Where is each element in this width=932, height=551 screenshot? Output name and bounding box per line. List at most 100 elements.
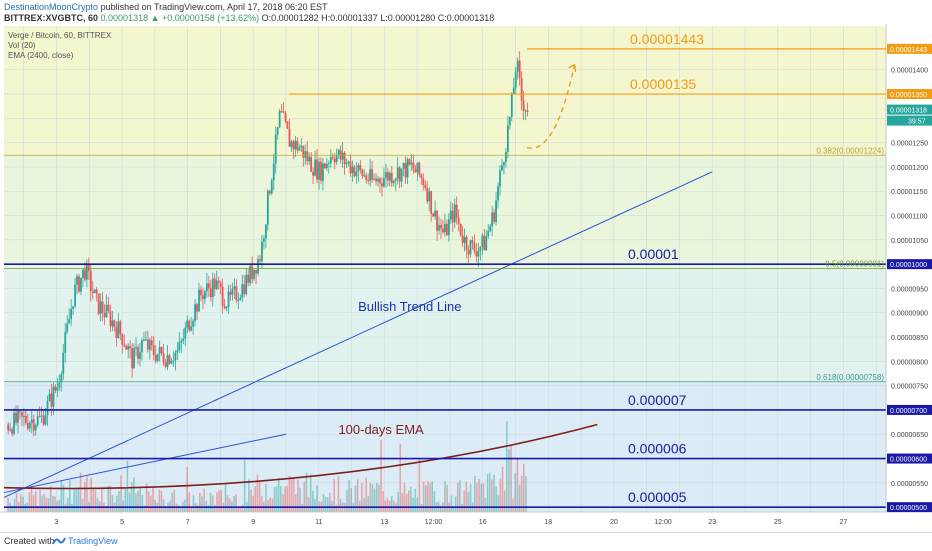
candle [82, 269, 84, 278]
candle [188, 320, 191, 331]
volume-bar [256, 474, 259, 512]
candle [518, 60, 521, 78]
volume-bar [520, 475, 523, 512]
candle [141, 340, 143, 353]
y-tick-label: 0.00001200 [891, 165, 928, 172]
volume-bar [463, 490, 465, 512]
candle [306, 151, 309, 162]
x-tick-label: 9 [251, 519, 255, 526]
x-tick-label: 16 [479, 519, 487, 526]
candle [170, 361, 173, 364]
volume-bar [399, 443, 402, 512]
volume-bar [32, 495, 35, 512]
candle [121, 333, 124, 345]
candle [111, 320, 114, 327]
y-tick-label: 0.00001050 [891, 238, 928, 245]
candle [444, 223, 446, 233]
candle [154, 355, 157, 361]
candle [510, 94, 513, 117]
candle [264, 224, 267, 239]
candle [296, 140, 299, 151]
candle [178, 342, 181, 351]
volume-bar [196, 504, 199, 512]
volume-bar [271, 498, 274, 512]
volume-bar [241, 504, 244, 512]
y-tick-label: 0.00001150 [891, 189, 928, 196]
volume-bar [410, 487, 412, 512]
level-label: 0.00001443 [630, 31, 704, 47]
candle [312, 171, 315, 176]
candle [404, 163, 407, 178]
volume-bar [307, 496, 310, 512]
chart-area[interactable]: 0.00001443 0.0000135 0.00001 0.000007 0.0000… [0, 24, 932, 532]
candle [148, 340, 151, 350]
candle [408, 159, 411, 165]
candle [276, 127, 279, 135]
candle [23, 415, 25, 417]
volume-bar [220, 489, 223, 512]
candle [416, 162, 419, 173]
volume-bar [467, 491, 470, 512]
volume-bar [361, 482, 363, 512]
volume-bar [224, 484, 227, 512]
candle [135, 347, 137, 349]
y-tick-label: 0.00000950 [891, 286, 928, 293]
candle [235, 286, 238, 301]
volume-bar [92, 489, 95, 512]
fib-zone-1 [4, 155, 886, 269]
price-change: 0.00001318 ▲ +0.00000158 (+13.62%) [100, 13, 260, 23]
candle [475, 251, 478, 257]
candle [388, 172, 391, 181]
price-tag-0000005: 0.00000500 [890, 505, 927, 512]
candle [146, 339, 149, 350]
candle [95, 289, 98, 294]
candle [166, 355, 169, 367]
candle [324, 163, 326, 169]
candle [259, 259, 261, 262]
volume-bar [122, 500, 124, 512]
price-tag-top: 0.00001443 [890, 47, 927, 54]
volume-bar [105, 505, 107, 512]
candle [54, 386, 57, 391]
volume-bar [456, 482, 459, 512]
candle [87, 263, 90, 271]
candle [300, 145, 303, 148]
candle [308, 156, 311, 162]
volume-bar [273, 487, 276, 512]
volume-bar [486, 474, 489, 512]
candle [363, 175, 366, 177]
candle [383, 178, 385, 187]
candle [40, 415, 43, 417]
candle [64, 331, 67, 353]
created-with-text: Created with [4, 536, 55, 546]
volume-bar [173, 490, 176, 512]
candle [26, 422, 29, 429]
candle [377, 178, 379, 182]
tradingview-brand[interactable]: TradingView [68, 536, 118, 546]
volume-bar [282, 494, 284, 512]
candle [406, 159, 409, 178]
candle [70, 308, 73, 319]
candle [127, 346, 130, 350]
candle [263, 238, 265, 242]
candle [506, 125, 509, 152]
candle [152, 345, 155, 356]
candle [304, 151, 307, 158]
volume-bar [24, 504, 26, 512]
price-tag-support-bg [887, 259, 932, 270]
volume-bar [335, 504, 338, 512]
volume-bar [354, 485, 357, 512]
candle [522, 100, 525, 111]
x-tick-label: 13 [380, 519, 388, 526]
volume-bar [216, 492, 218, 512]
candle [420, 174, 423, 179]
candle [91, 290, 94, 293]
price-chart[interactable]: 0.00001443 0.0000135 0.00001 0.000007 0.0000… [0, 24, 932, 532]
volume-bar [235, 494, 237, 512]
author-link[interactable]: DestinationMoonCrypto [4, 2, 99, 12]
candle [101, 301, 104, 313]
candle [196, 304, 198, 312]
volume-bar [480, 483, 483, 512]
candle [32, 419, 35, 431]
candle [361, 169, 364, 177]
